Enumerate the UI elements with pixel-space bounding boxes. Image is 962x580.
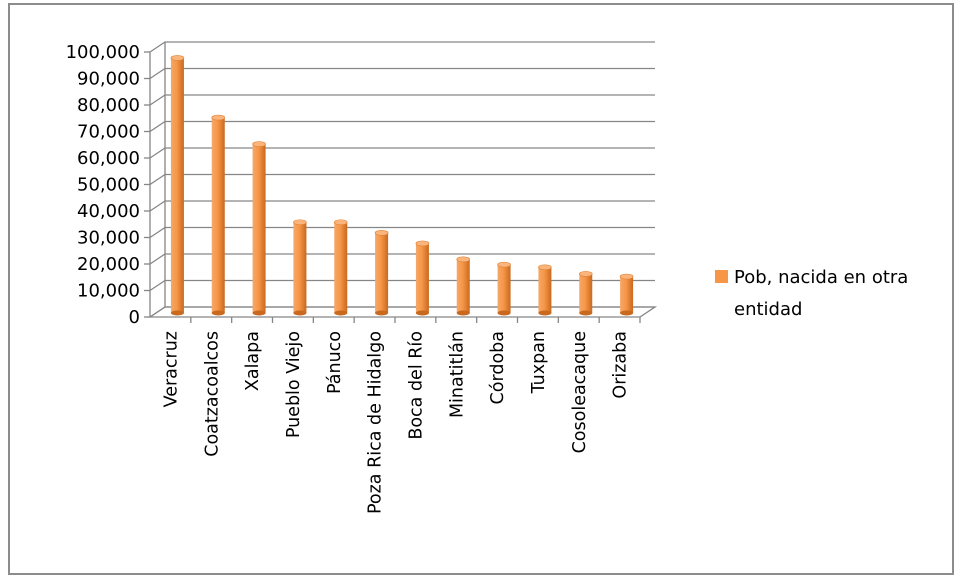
- y-tick-label: 90,000: [77, 69, 140, 90]
- axes: [144, 42, 658, 323]
- chart-frame: [8, 3, 954, 575]
- y-tick-label: 80,000: [77, 95, 140, 116]
- x-tick-labels: Veracruz Coatzacoalcos Xalapa Pueblo Viejo P…: [161, 331, 630, 514]
- bar: [170, 55, 185, 316]
- y-tick-label: 0: [129, 307, 140, 328]
- gridline: [149, 67, 655, 80]
- gridline: [149, 173, 655, 186]
- bar: [252, 141, 266, 316]
- y-tick-label: 10,000: [77, 281, 140, 302]
- gridline: [149, 200, 655, 212]
- x-tick-label: Tuxpan: [529, 331, 549, 394]
- x-tick-label: Boca del Río: [406, 331, 426, 440]
- x-tick-label: Poza Rica de Hidalgo: [366, 331, 386, 514]
- x-tick-label: Coatzacoalcos: [202, 331, 222, 457]
- y-tick-labels: 0 10,000 20,000 30,000 40,000 50,000 60,000 70,…: [66, 42, 140, 328]
- x-tick-label: Cosoleacaque: [570, 331, 590, 453]
- y-tick-label: 20,000: [77, 254, 140, 275]
- gridline: [149, 226, 655, 239]
- legend: Pob, nacida en otra entidad: [715, 267, 908, 320]
- bar: [578, 271, 593, 316]
- y-tick-label: 100,000: [66, 42, 140, 63]
- bar: [538, 264, 552, 316]
- y-tick-label: 50,000: [77, 175, 140, 196]
- y-tick-label: 40,000: [77, 201, 140, 222]
- x-tick-label: Orizaba: [611, 331, 631, 399]
- bars: [170, 55, 634, 316]
- y-tick-label: 70,000: [77, 122, 140, 143]
- x-tick-label: Xalapa: [243, 331, 263, 391]
- gridline: [149, 41, 655, 53]
- x-tick-label: Veracruz: [161, 331, 181, 407]
- x-tick-label: Minatitlán: [447, 331, 467, 418]
- x-tick-label: Pánuco: [325, 331, 345, 394]
- gridline: [149, 94, 655, 106]
- legend-label-line2: entidad: [734, 299, 802, 320]
- bar: [211, 114, 226, 316]
- x-tick-label: Pueblo Viejo: [284, 331, 304, 438]
- bar: [619, 273, 634, 316]
- legend-label-line1: Pob, nacida en otra: [734, 267, 908, 288]
- bar: [415, 240, 430, 316]
- bar: [293, 219, 307, 316]
- bar: [456, 256, 471, 316]
- bar: [497, 261, 511, 316]
- y-tick-label: 60,000: [77, 148, 140, 169]
- gridline: [149, 253, 655, 265]
- y-tick-label: 30,000: [77, 228, 140, 249]
- bar: [333, 219, 348, 316]
- x-tick-label: Córdoba: [488, 331, 508, 404]
- gridline: [149, 120, 655, 133]
- legend-swatch: [715, 270, 728, 283]
- gridline: [149, 147, 655, 159]
- bar: [374, 230, 389, 316]
